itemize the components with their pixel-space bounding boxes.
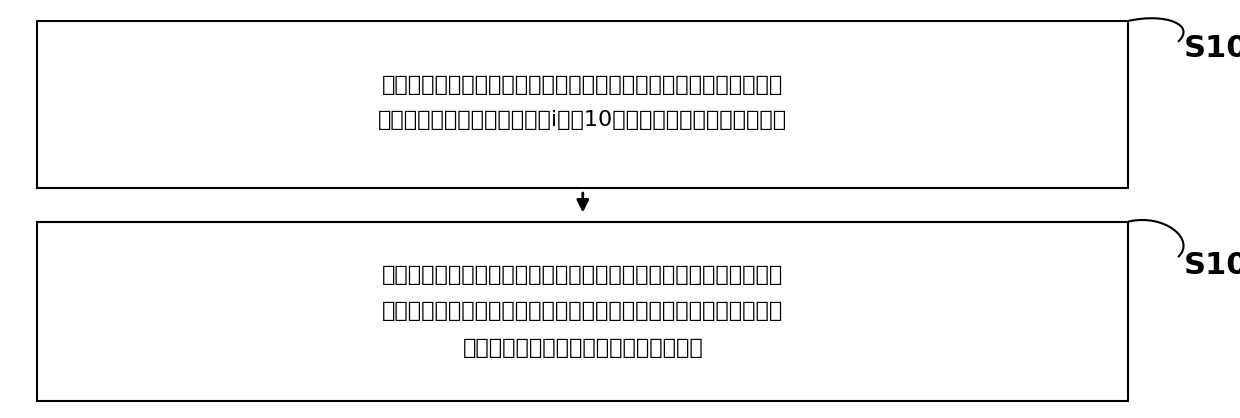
FancyBboxPatch shape (37, 21, 1128, 188)
Text: 图像的二阶统计特征，提取出i方向10个像素偏移量的统计特征曲线: 图像的二阶统计特征，提取出i方向10个像素偏移量的统计特征曲线 (378, 110, 787, 130)
Text: 归结不同粗糙度下统计特征曲线的曲线变化，多项式拟合求取曲线最: 归结不同粗糙度下统计特征曲线的曲线变化，多项式拟合求取曲线最 (382, 265, 784, 285)
Text: S102: S102 (1184, 251, 1240, 280)
Text: S101: S101 (1184, 33, 1240, 63)
Text: 关系，得到曲率随粗糙度变化的函数方程: 关系，得到曲率随粗糙度变化的函数方程 (463, 338, 703, 358)
FancyBboxPatch shape (37, 222, 1128, 401)
Text: 大曲率；应用最小二乘法拟合曲线最大曲率与粗糙度变化之间的函数: 大曲率；应用最小二乘法拟合曲线最大曲率与粗糙度变化之间的函数 (382, 301, 784, 321)
Text: 采用高斯滤波预处理去除干涉图像噪声；应用图像自相关分析法计算: 采用高斯滤波预处理去除干涉图像噪声；应用图像自相关分析法计算 (382, 75, 784, 94)
